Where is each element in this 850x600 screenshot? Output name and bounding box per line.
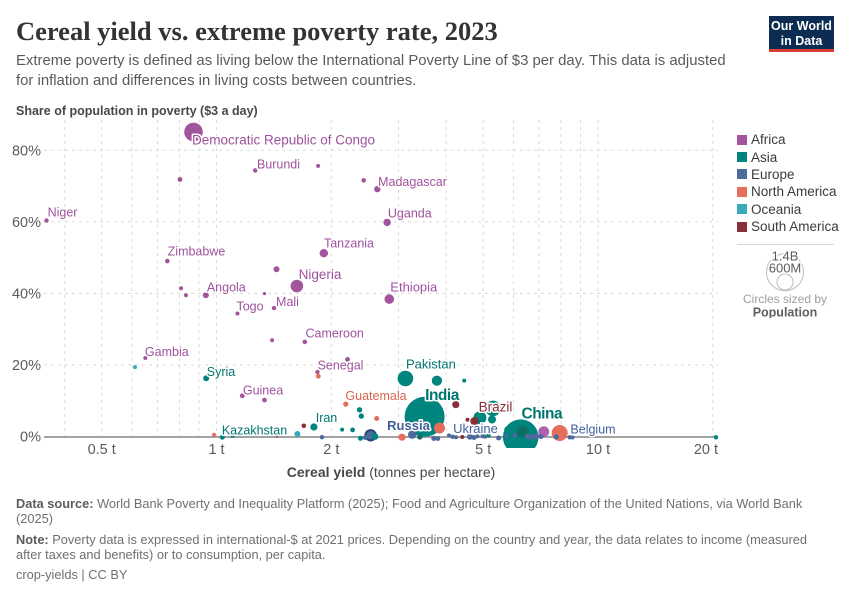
svg-text:80%: 80% [12,143,41,159]
svg-text:Angola: Angola [207,281,246,295]
svg-text:Gambia: Gambia [145,345,189,359]
svg-text:10 t: 10 t [586,442,610,458]
svg-text:Iran: Iran [316,411,338,425]
svg-text:Democratic Republic of Congo: Democratic Republic of Congo [192,133,375,148]
svg-text:2 t: 2 t [323,442,339,458]
svg-text:Circles sized by: Circles sized by [743,292,827,306]
svg-text:Russia: Russia [387,418,430,433]
svg-text:Syria: Syria [207,365,236,379]
svg-text:Ethiopia: Ethiopia [390,279,438,294]
svg-text:Uganda: Uganda [388,206,432,220]
svg-text:Zimbabwe: Zimbabwe [168,245,226,259]
svg-text:0%: 0% [20,430,41,446]
svg-text:20%: 20% [12,358,41,374]
svg-text:1 t: 1 t [208,442,224,458]
svg-text:China: China [522,406,563,423]
svg-text:Belgium: Belgium [570,422,615,436]
svg-text:Niger: Niger [48,206,78,220]
svg-text:Tanzania: Tanzania [324,237,374,251]
svg-text:20 t: 20 t [694,442,718,458]
svg-text:Guinea: Guinea [243,384,283,398]
svg-text:Ukraine: Ukraine [453,421,498,436]
svg-text:Mali: Mali [276,295,299,309]
svg-text:India: India [425,387,460,404]
svg-text:Burundi: Burundi [257,158,300,172]
svg-text:Cereal yield (tonnes per hecta: Cereal yield (tonnes per hectare) [287,464,496,480]
svg-text:Togo: Togo [236,300,263,314]
svg-text:40%: 40% [12,286,41,302]
svg-text:Population: Population [753,306,818,319]
svg-text:0.5 t: 0.5 t [88,442,116,458]
svg-text:Pakistan: Pakistan [406,357,456,372]
svg-text:Senegal: Senegal [318,359,364,373]
svg-text:Guatemala: Guatemala [345,389,406,403]
svg-text:1.4B: 1.4B [772,248,799,263]
svg-text:Kazakhstan: Kazakhstan [222,424,287,438]
svg-text:Brazil: Brazil [479,400,513,415]
svg-text:600M: 600M [769,260,802,275]
svg-text:5 t: 5 t [475,442,491,458]
svg-text:Nigeria: Nigeria [299,267,342,282]
svg-text:Cameroon: Cameroon [306,326,364,340]
svg-text:60%: 60% [12,215,41,231]
svg-text:Madagascar: Madagascar [378,175,447,189]
